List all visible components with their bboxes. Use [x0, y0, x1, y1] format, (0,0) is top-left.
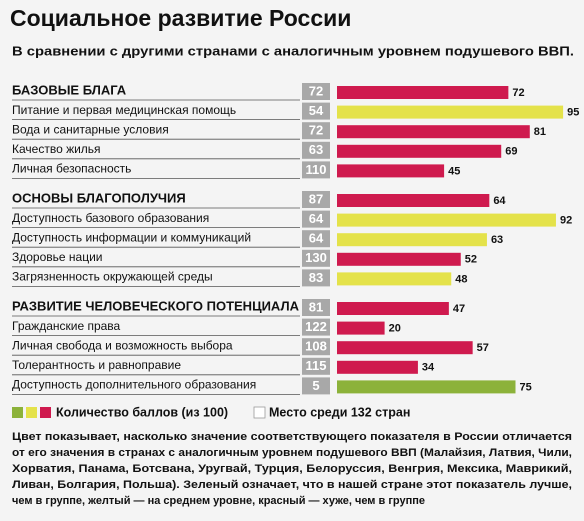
rank-value: 115: [306, 358, 327, 373]
rank-value: 72: [309, 83, 323, 98]
section-label: БАЗОВЫЕ БЛАГА: [12, 82, 127, 97]
rank-box: [302, 102, 330, 120]
row-label: Загрязненность окружающей среды: [12, 270, 213, 284]
row-label: Доступность дополнительного образования: [12, 378, 256, 392]
section-label: ОСНОВЫ БЛАГОПОЛУЧИЯ: [12, 190, 186, 205]
bar: [337, 252, 461, 266]
rank-value: 5: [312, 378, 319, 393]
rank-box: [302, 249, 330, 267]
row-label: Гражданские права: [12, 319, 121, 333]
rank-value: 64: [309, 211, 324, 226]
value-label: 92: [560, 215, 572, 227]
rank-box: [302, 161, 330, 179]
value-label: 81: [534, 126, 546, 138]
rank-box: [302, 210, 330, 228]
rank-value: 81: [309, 299, 323, 314]
row-label: Личная безопасность: [12, 162, 131, 176]
chart-subtitle: В сравнении с другими странами с аналоги…: [12, 43, 574, 58]
legend-swatch: [253, 406, 266, 419]
legend-swatch: [40, 407, 51, 418]
value-label: 63: [491, 234, 503, 246]
row-label: Здоровье нации: [12, 250, 103, 264]
rank-value: 83: [309, 270, 323, 285]
rank-box: [302, 318, 330, 336]
note-line: Хорватия, Панама, Ботсвана, Уругвай, Тур…: [12, 463, 572, 475]
rank-box: [302, 299, 330, 316]
legend-swatch: [26, 407, 37, 418]
rank-value: 122: [305, 319, 327, 334]
value-label: 47: [453, 303, 465, 315]
value-label: 95: [567, 107, 579, 119]
bar: [337, 360, 418, 374]
row-label: Толерантность и равноправие: [12, 358, 181, 372]
rank-value: 63: [309, 142, 323, 157]
value-label: 72: [512, 87, 524, 99]
value-label: 34: [422, 362, 435, 374]
note-line: чем в группе, желтый — на среднем уровне…: [12, 495, 425, 507]
row-label: Качество жилья: [12, 142, 101, 156]
row-label: Личная свобода и возможность выбора: [12, 338, 233, 352]
note-line: Ливан, Болгария, Польша). Зеленый означа…: [12, 479, 572, 491]
rank-box: [302, 122, 330, 140]
rank-value: 108: [305, 339, 327, 354]
rank-box: [302, 83, 330, 100]
rank-box: [302, 141, 330, 159]
bar: [337, 341, 473, 355]
value-label: 48: [455, 273, 467, 285]
value-label: 64: [493, 195, 506, 207]
value-label: 75: [520, 381, 532, 393]
legend-label: Количество баллов (из 100): [56, 405, 228, 419]
legend-label: Место среди 132 стран: [269, 405, 410, 419]
rank-box: [302, 230, 330, 248]
rank-value: 87: [309, 191, 323, 206]
bar: [337, 86, 509, 99]
bar: [337, 380, 516, 394]
bar: [337, 164, 445, 178]
rank-value: 130: [305, 250, 327, 265]
chart-title: Социальное развитие России: [10, 5, 351, 31]
bar: [337, 233, 487, 247]
bar: [337, 302, 449, 315]
value-label: 20: [389, 323, 401, 335]
bar: [337, 144, 502, 158]
rank-value: 64: [309, 231, 324, 246]
rank-value: 72: [309, 123, 323, 138]
bar: [337, 125, 530, 139]
row-label: Доступность базового образования: [12, 211, 209, 225]
note-line: Цвет показывает, насколько значение соот…: [12, 431, 572, 443]
section-label: РАЗВИТИЕ ЧЕЛОВЕЧЕСКОГО ПОТЕНЦИАЛА: [12, 298, 300, 313]
value-label: 57: [477, 342, 489, 354]
bar: [337, 272, 452, 286]
legend-swatch: [12, 407, 23, 418]
rank-value: 110: [306, 162, 327, 177]
rank-box: [302, 191, 330, 208]
row-label: Питание и первая медицинская помощь: [12, 103, 236, 117]
rank-box: [302, 377, 330, 395]
bar: [337, 194, 490, 207]
rank-box: [302, 269, 330, 287]
bar: [337, 213, 556, 227]
rank-box: [302, 357, 330, 375]
note-line: от его значения в странах с аналогичным …: [12, 447, 572, 459]
value-label: 52: [465, 254, 477, 266]
value-label: 69: [505, 146, 517, 158]
rank-box: [302, 338, 330, 356]
row-label: Доступность информации и коммуникаций: [12, 230, 251, 244]
bar: [337, 321, 385, 335]
bar: [337, 105, 564, 119]
value-label: 45: [448, 165, 460, 177]
row-label: Вода и санитарные условия: [12, 122, 169, 136]
rank-value: 54: [309, 103, 324, 118]
